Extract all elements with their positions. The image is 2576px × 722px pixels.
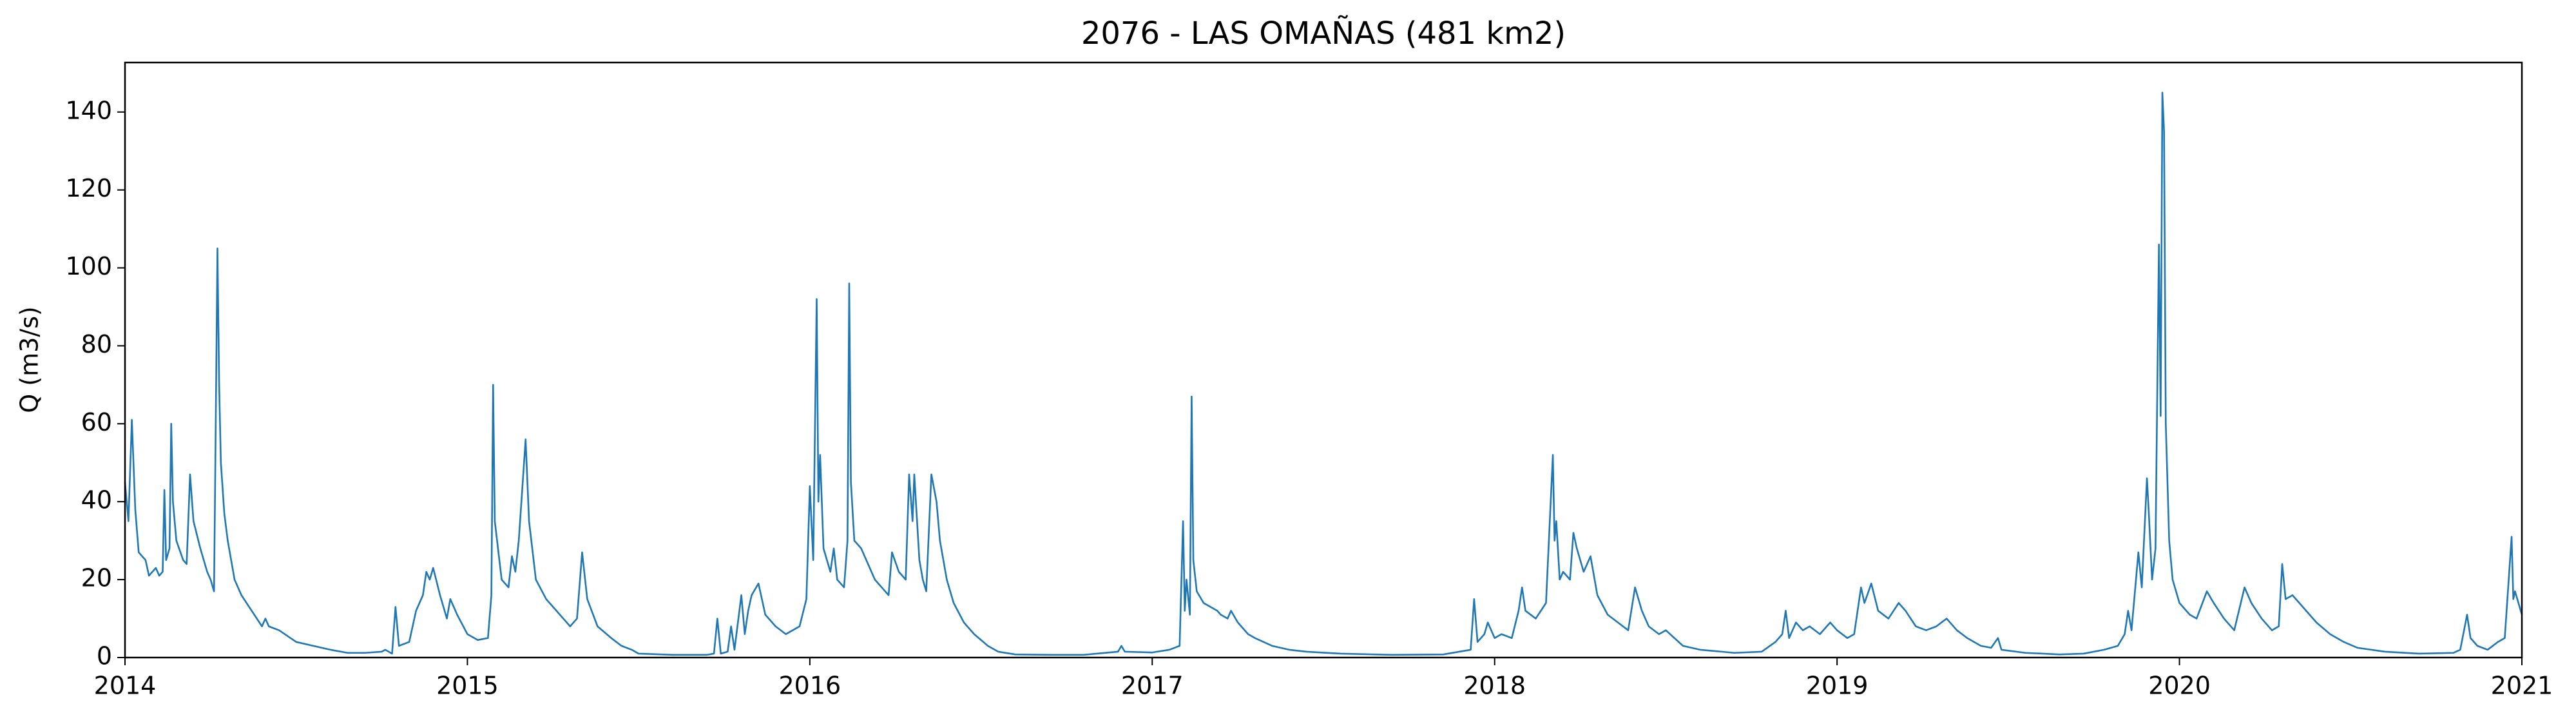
- x-tick-label: 2019: [1806, 672, 1869, 700]
- y-tick-label: 140: [65, 96, 112, 124]
- y-tick-label: 0: [97, 642, 112, 670]
- x-tick-label: 2018: [1463, 672, 1526, 700]
- y-tick-label: 60: [81, 408, 112, 436]
- y-tick-label: 40: [81, 486, 112, 514]
- series-line: [124, 92, 2523, 656]
- x-tick-label: 2014: [94, 672, 157, 700]
- y-tick-label: 100: [65, 252, 112, 280]
- y-axis-label: Q (m3/s): [15, 306, 44, 413]
- chart-title: 2076 - LAS OMAÑAS (481 km2): [1081, 15, 1566, 52]
- x-tick-label: 2021: [2491, 672, 2553, 700]
- y-tick-label: 80: [81, 330, 112, 358]
- x-tick-label: 2015: [436, 672, 499, 700]
- x-tick-label: 2016: [778, 672, 841, 700]
- y-tick-label: 20: [81, 564, 112, 592]
- y-tick-label: 120: [65, 174, 112, 202]
- plot-frame: [124, 61, 2523, 659]
- x-tick-label: 2017: [1121, 672, 1184, 700]
- x-tick-label: 2020: [2148, 672, 2211, 700]
